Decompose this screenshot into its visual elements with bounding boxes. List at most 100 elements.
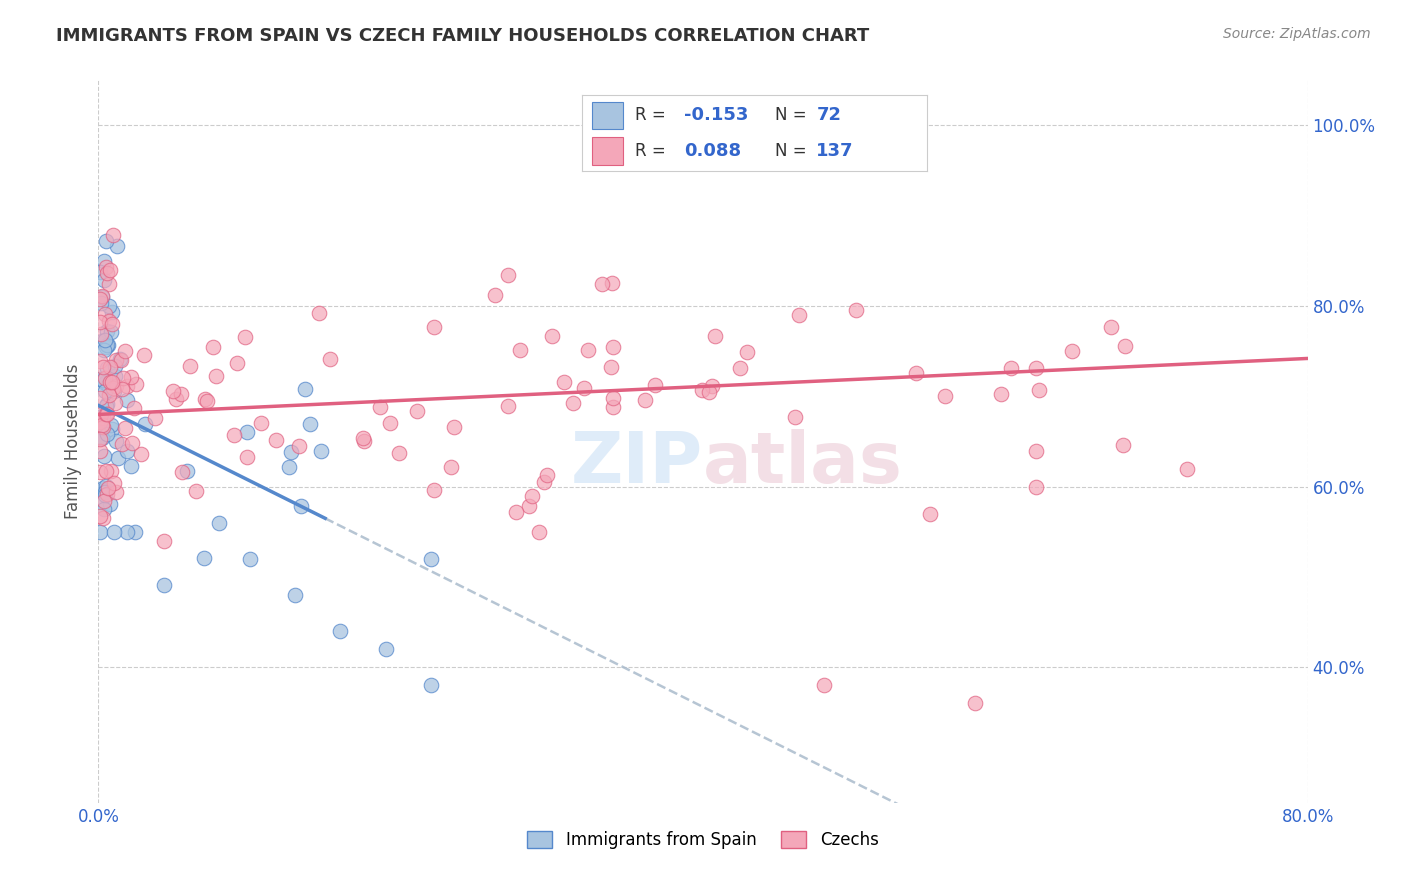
Point	[517, 499, 540, 513]
Point	[104, 359, 127, 373]
Point	[89, 372, 111, 386]
Point	[111, 383, 134, 397]
Point	[93, 253, 115, 268]
Point	[94, 260, 117, 274]
Point	[94, 464, 117, 478]
Point	[813, 678, 835, 692]
Point	[90, 420, 112, 434]
Point	[905, 366, 928, 380]
Point	[329, 624, 352, 639]
Point	[533, 475, 555, 489]
Point	[264, 433, 287, 447]
Point	[120, 369, 142, 384]
Point	[1024, 480, 1046, 494]
Point	[98, 375, 121, 389]
Point	[90, 289, 112, 303]
Point	[496, 399, 519, 413]
Point	[97, 299, 120, 313]
Point	[91, 481, 114, 495]
Legend: Immigrants from Spain, Czechs: Immigrants from Spain, Czechs	[520, 824, 886, 856]
Point	[103, 524, 125, 539]
Point	[100, 417, 122, 432]
Text: IMMIGRANTS FROM SPAIN VS CZECH FAMILY HOUSEHOLDS CORRELATION CHART: IMMIGRANTS FROM SPAIN VS CZECH FAMILY HO…	[56, 27, 869, 45]
Point	[235, 450, 257, 464]
Point	[91, 431, 114, 445]
Point	[100, 464, 122, 478]
Point	[602, 400, 624, 414]
Point	[97, 277, 120, 291]
Point	[91, 373, 114, 387]
Point	[378, 417, 401, 431]
Point	[94, 479, 117, 493]
Point	[110, 352, 132, 367]
Point	[176, 464, 198, 478]
Point	[114, 421, 136, 435]
Point	[529, 524, 551, 539]
Point	[124, 524, 146, 539]
Point	[89, 354, 111, 368]
Point	[1000, 361, 1022, 376]
Point	[368, 400, 391, 414]
Point	[600, 359, 623, 374]
Point	[89, 415, 111, 429]
Point	[104, 379, 127, 393]
Point	[308, 306, 330, 320]
Point	[787, 308, 810, 322]
Point	[591, 277, 613, 292]
Point	[100, 317, 122, 331]
Point	[96, 338, 118, 352]
Point	[89, 410, 111, 425]
Point	[965, 697, 987, 711]
Point	[101, 375, 124, 389]
Point	[235, 330, 257, 344]
Point	[422, 483, 444, 498]
Point	[105, 239, 128, 253]
Point	[97, 388, 120, 402]
Point	[90, 495, 112, 509]
Point	[107, 451, 129, 466]
Point	[561, 396, 583, 410]
Text: atlas: atlas	[703, 429, 903, 498]
Point	[101, 421, 124, 435]
Point	[222, 428, 245, 442]
Point	[249, 416, 271, 430]
Point	[690, 384, 713, 398]
Point	[98, 497, 121, 511]
Point	[443, 420, 465, 434]
Point	[115, 443, 138, 458]
Point	[420, 552, 443, 566]
Point	[94, 370, 117, 384]
Point	[505, 505, 527, 519]
Point	[104, 484, 127, 499]
Point	[101, 381, 124, 395]
Point	[319, 352, 342, 367]
Point	[785, 409, 807, 424]
Point	[98, 359, 121, 374]
Point	[299, 417, 322, 432]
Point	[103, 384, 125, 398]
Point	[934, 389, 956, 403]
Point	[125, 376, 148, 391]
Point	[553, 375, 575, 389]
Point	[1114, 338, 1136, 352]
Point	[440, 460, 463, 475]
Point	[96, 407, 118, 421]
Point	[541, 329, 564, 343]
Point	[536, 468, 558, 483]
Point	[730, 360, 752, 375]
Point	[93, 494, 115, 508]
Y-axis label: Family Households: Family Households	[63, 364, 82, 519]
Point	[96, 360, 118, 375]
Point	[420, 678, 443, 692]
Point	[101, 228, 124, 243]
Point	[423, 320, 446, 334]
Point	[94, 384, 117, 399]
Point	[374, 642, 396, 657]
Point	[91, 410, 114, 425]
Point	[94, 376, 117, 390]
Point	[600, 276, 623, 290]
Point	[496, 268, 519, 282]
Point	[103, 396, 125, 410]
Text: ZIP: ZIP	[571, 429, 703, 498]
Point	[89, 431, 111, 445]
